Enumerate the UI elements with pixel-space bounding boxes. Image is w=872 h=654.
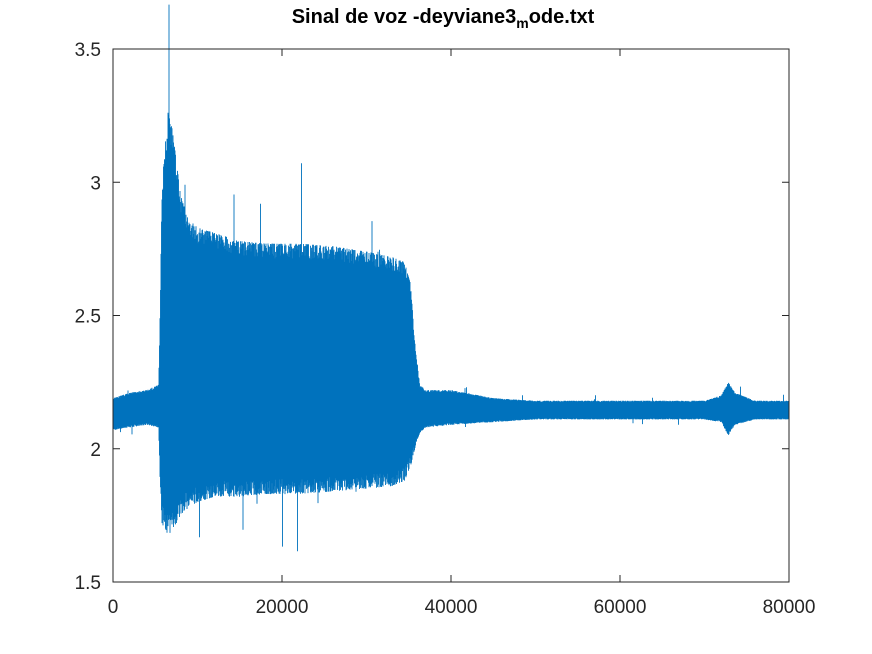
y-tick-label: 3.5 xyxy=(75,40,101,61)
x-tick-label: 0 xyxy=(108,597,119,618)
x-tick-label: 60000 xyxy=(594,597,647,618)
x-axis: 0 20000 40000 60000 80000 xyxy=(108,49,816,618)
chart-title-suffix: ode.txt xyxy=(529,6,595,28)
y-tick-label: 1.5 xyxy=(75,573,101,594)
x-tick-label: 80000 xyxy=(763,597,816,618)
y-tick-label: 2.5 xyxy=(75,307,101,328)
y-axis: 1.5 2 2.5 3 3.5 xyxy=(75,40,789,594)
x-tick-label: 20000 xyxy=(256,597,309,618)
signal-waveform xyxy=(112,4,790,552)
x-tick-label: 40000 xyxy=(425,597,478,618)
signal-series xyxy=(112,4,790,552)
y-tick-label: 3 xyxy=(90,173,101,194)
chart-title-main: Sinal de voz -deyviane3 xyxy=(292,6,517,28)
y-tick-label: 2 xyxy=(90,440,101,461)
chart-title-subscript: m xyxy=(516,15,528,31)
chart-title: Sinal de voz -deyviane3mode.txt xyxy=(292,6,595,31)
